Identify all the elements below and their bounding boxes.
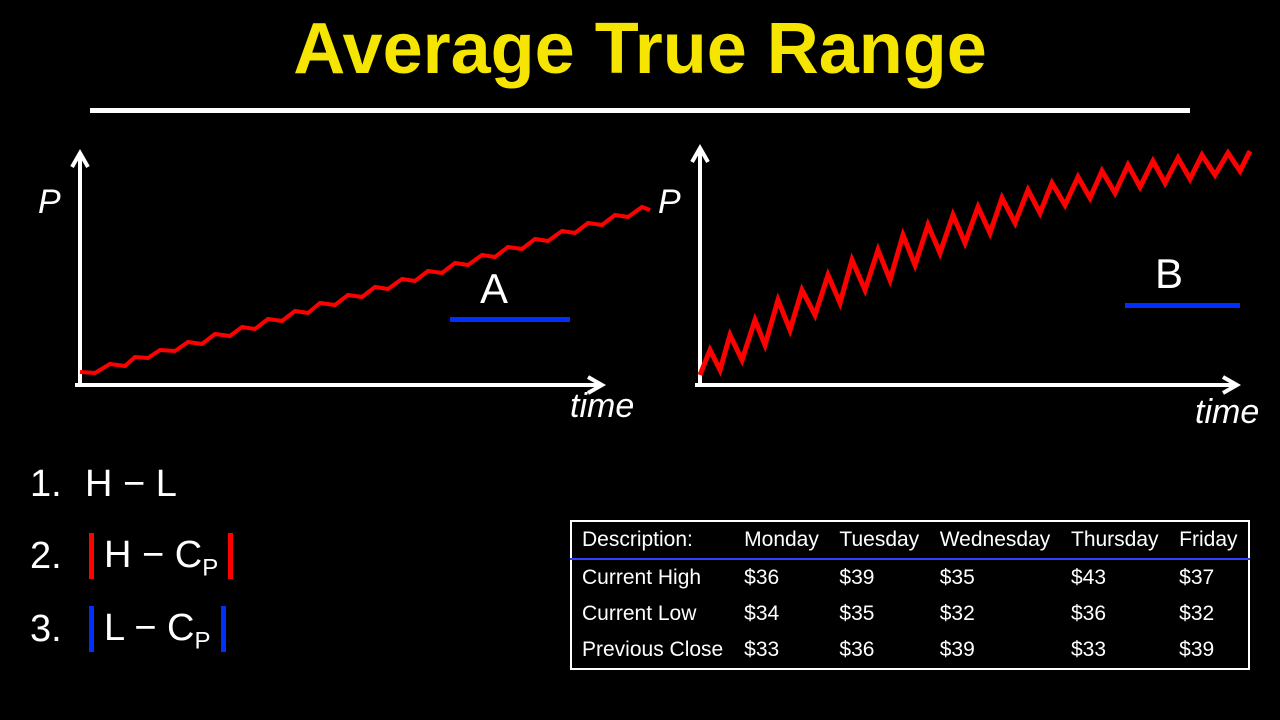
table-header-cell: Tuesday bbox=[829, 521, 929, 559]
table-cell: $35 bbox=[930, 559, 1061, 596]
formula-2-num: 2. bbox=[30, 527, 85, 586]
table-cell: $37 bbox=[1169, 559, 1249, 596]
table-cell: $36 bbox=[1061, 596, 1169, 632]
table-cell: $33 bbox=[1061, 632, 1169, 669]
formula-1-expr: H − L bbox=[85, 455, 177, 514]
formula-list: 1. H − L 2. H − CP 3. L − CP bbox=[30, 455, 237, 671]
abs-bar-icon bbox=[89, 533, 94, 579]
table-cell: $34 bbox=[734, 596, 829, 632]
chart-a-ylabel: P bbox=[38, 183, 61, 222]
chart-b-ylabel: P bbox=[658, 183, 681, 222]
table-header-cell: Wednesday bbox=[930, 521, 1061, 559]
formula-3-expr: L − CP bbox=[98, 599, 217, 660]
chart-b-letter: B bbox=[1155, 250, 1183, 298]
chart-a-letter: A bbox=[480, 265, 508, 313]
abs-bar-icon bbox=[221, 606, 226, 652]
abs-bar-icon bbox=[228, 533, 233, 579]
table-header-cell: Monday bbox=[734, 521, 829, 559]
table-cell: $36 bbox=[829, 632, 929, 669]
formula-1: 1. H − L bbox=[30, 455, 237, 514]
chart-a-letter-underline bbox=[450, 317, 570, 322]
chart-b-letter-underline bbox=[1125, 303, 1240, 308]
table-cell: Current Low bbox=[571, 596, 734, 632]
table-cell: $39 bbox=[930, 632, 1061, 669]
table-cell: $33 bbox=[734, 632, 829, 669]
table-row: Current High$36$39$35$43$37 bbox=[571, 559, 1249, 596]
table-cell: $35 bbox=[829, 596, 929, 632]
abs-bar-icon bbox=[89, 606, 94, 652]
table-cell: Current High bbox=[571, 559, 734, 596]
chart-b-xlabel: time bbox=[1195, 393, 1259, 432]
formula-3-num: 3. bbox=[30, 600, 85, 659]
formula-1-num: 1. bbox=[30, 455, 85, 514]
formula-2-expr: H − CP bbox=[98, 526, 224, 587]
chart-b-svg bbox=[650, 135, 1280, 435]
table-cell: $32 bbox=[930, 596, 1061, 632]
chart-a-priceline bbox=[80, 207, 650, 373]
table-header-cell: Description: bbox=[571, 521, 734, 559]
title-underline bbox=[90, 108, 1190, 113]
page-title: Average True Range bbox=[293, 8, 987, 90]
chart-a: P time A bbox=[30, 135, 620, 415]
price-data-table: Description:MondayTuesdayWednesdayThursd… bbox=[570, 520, 1250, 670]
table-cell: $43 bbox=[1061, 559, 1169, 596]
table-cell: $32 bbox=[1169, 596, 1249, 632]
table-row: Current Low$34$35$32$36$32 bbox=[571, 596, 1249, 632]
formula-2: 2. H − CP bbox=[30, 526, 237, 587]
table-row: Previous Close$33$36$39$33$39 bbox=[571, 632, 1249, 669]
formula-3: 3. L − CP bbox=[30, 599, 237, 660]
table-header-cell: Thursday bbox=[1061, 521, 1169, 559]
table-cell: $36 bbox=[734, 559, 829, 596]
table-header-cell: Friday bbox=[1169, 521, 1249, 559]
table-cell: Previous Close bbox=[571, 632, 734, 669]
table-header-row: Description:MondayTuesdayWednesdayThursd… bbox=[571, 521, 1249, 559]
table-cell: $39 bbox=[1169, 632, 1249, 669]
chart-a-xlabel: time bbox=[570, 387, 634, 426]
table-body: Current High$36$39$35$43$37Current Low$3… bbox=[571, 559, 1249, 669]
table-cell: $39 bbox=[829, 559, 929, 596]
chart-b: P time B bbox=[650, 135, 1260, 425]
chart-a-svg bbox=[30, 135, 670, 425]
